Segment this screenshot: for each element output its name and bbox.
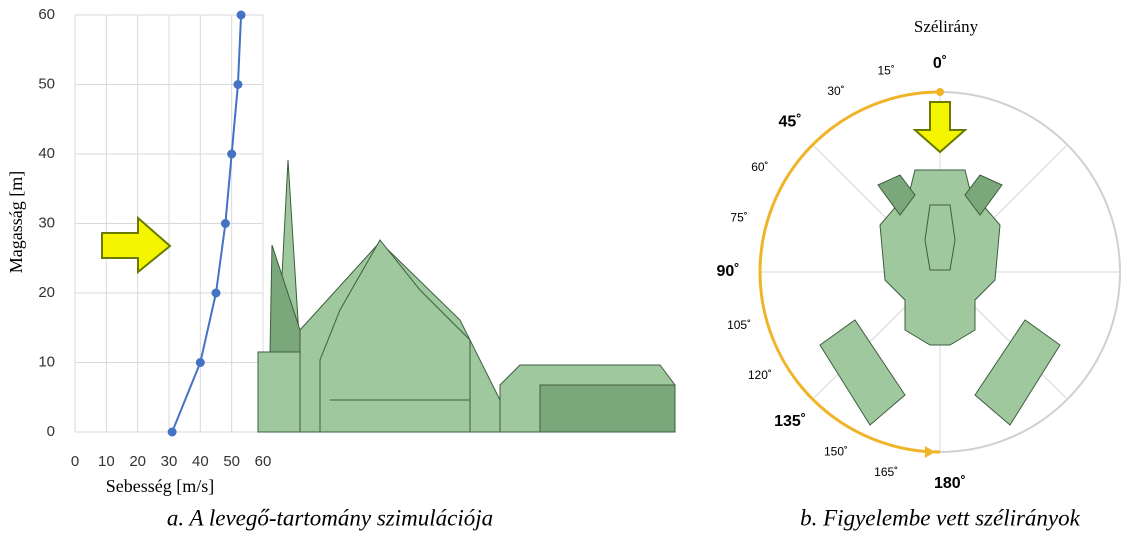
caption: a. A levegő-tartomány szimulációja <box>167 505 493 530</box>
angle-label: 45˚ <box>779 113 802 130</box>
angle-label: 30˚ <box>827 84 844 98</box>
wind-arrow <box>915 102 965 152</box>
y-tick-label: 50 <box>38 75 55 92</box>
data-point <box>237 11 246 20</box>
angle-label: 135˚ <box>774 413 806 430</box>
x-tick-label: 10 <box>98 453 115 470</box>
data-point <box>196 358 205 367</box>
y-tick-label: 0 <box>47 423 55 440</box>
rose-title: Szélirány <box>914 17 979 36</box>
wind-arrow <box>102 218 170 272</box>
figure: 01020304050600102030405060 Magasság [m] … <box>0 0 1121 536</box>
angle-label: 150˚ <box>824 444 848 458</box>
angle-label: 75˚ <box>730 210 747 224</box>
data-point <box>168 428 177 437</box>
x-tick-label: 20 <box>129 453 146 470</box>
x-tick-label: 0 <box>71 453 79 470</box>
wind-rose: Szélirány 0˚ 15˚ 30˚ 45˚ 60˚ 75˚ 90˚ 105˚ 120˚ 13… <box>716 17 1120 492</box>
angle-label: 15˚ <box>877 63 894 77</box>
x-tick-label: 40 <box>192 453 209 470</box>
y-tick-label: 10 <box>38 353 55 370</box>
angle-label: 105˚ <box>727 318 751 332</box>
y-tick-label: 60 <box>38 6 55 23</box>
angle-label: 60˚ <box>751 160 768 174</box>
x-tick-label: 50 <box>223 453 240 470</box>
y-tick-label: 30 <box>38 214 55 231</box>
data-point <box>212 289 221 298</box>
y-axis-label: Magasság [m] <box>6 171 26 273</box>
y-tick-label: 20 <box>38 284 55 301</box>
angle-label: 180˚ <box>934 475 966 492</box>
data-point <box>233 80 242 89</box>
angle-label: 165˚ <box>874 465 898 479</box>
angle-label: 120˚ <box>748 368 772 382</box>
building-elevation <box>258 160 675 432</box>
data-point <box>221 219 230 228</box>
x-axis-label: Sebesség [m/s] <box>106 476 214 496</box>
x-tick-label: 30 <box>161 453 178 470</box>
x-tick-label: 60 <box>255 453 272 470</box>
angle-label: 90˚ <box>716 263 739 280</box>
data-point <box>227 150 236 159</box>
caption: b. Figyelembe vett szélirányok <box>800 505 1081 530</box>
angle-label: 0˚ <box>933 55 947 72</box>
y-tick-label: 40 <box>38 145 55 162</box>
